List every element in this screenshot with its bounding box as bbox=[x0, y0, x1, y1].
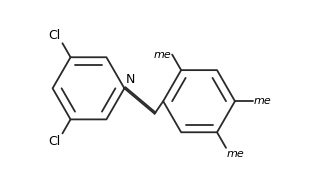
Text: me: me bbox=[254, 96, 272, 106]
Text: me: me bbox=[154, 50, 171, 60]
Text: Cl: Cl bbox=[48, 29, 60, 42]
Text: N: N bbox=[125, 73, 135, 86]
Text: Cl: Cl bbox=[48, 135, 60, 148]
Text: me: me bbox=[227, 149, 245, 159]
